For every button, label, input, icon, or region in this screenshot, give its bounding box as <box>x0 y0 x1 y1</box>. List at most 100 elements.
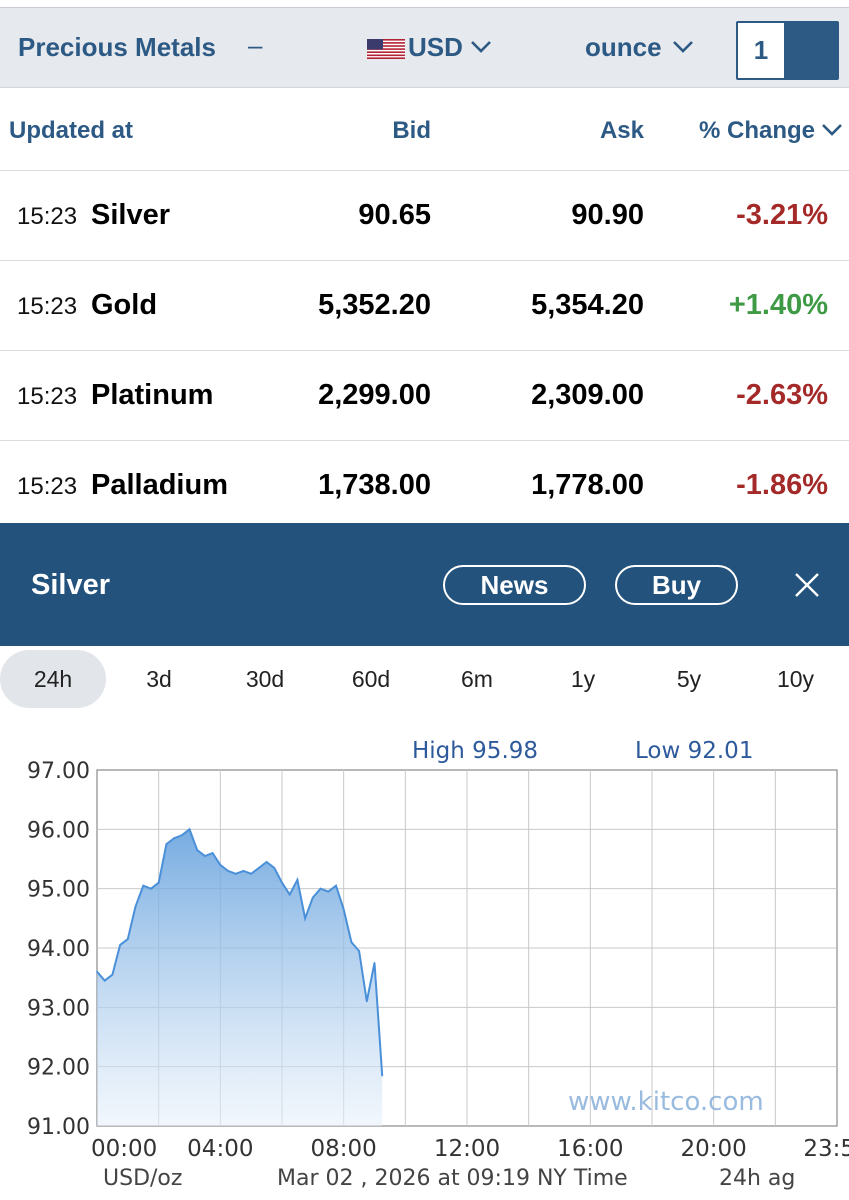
data-point <box>142 884 145 887</box>
metal-name: Silver <box>91 199 170 231</box>
data-point <box>288 893 291 896</box>
data-point <box>273 867 276 869</box>
data-point <box>227 870 229 872</box>
ask-value: 2,309.00 <box>531 379 644 411</box>
data-point <box>319 887 322 890</box>
table-row[interactable]: 15:23 Gold 5,352.20 5,354.20 +1.40% <box>0 261 849 351</box>
data-point <box>304 917 306 920</box>
us-flag-icon <box>367 39 405 59</box>
update-time: 15:23 <box>17 383 78 410</box>
panel-title: Silver <box>31 569 110 601</box>
collapse-dash-icon[interactable]: – <box>248 30 263 60</box>
x-axis-ticks: 00:00 04:00 08:00 12:00 16:00 20:00 23:59 <box>91 1136 849 1162</box>
data-point <box>127 938 129 940</box>
bid-value: 5,352.20 <box>318 289 431 321</box>
data-point <box>373 962 376 964</box>
data-point <box>312 896 314 899</box>
y-tick-label: 93.00 <box>27 996 90 1021</box>
y-tick-label: 95.00 <box>27 878 90 903</box>
data-point <box>335 884 337 887</box>
ask-header[interactable]: Ask <box>599 117 644 144</box>
data-point <box>196 849 199 851</box>
x-tick-label: 12:00 <box>434 1136 500 1162</box>
change-value: -1.86% <box>736 469 828 501</box>
bid-value: 1,738.00 <box>318 469 431 501</box>
data-point <box>103 979 106 982</box>
close-icon[interactable] <box>793 571 821 599</box>
data-point <box>134 905 137 908</box>
y-tick-label: 91.00 <box>27 1115 90 1140</box>
data-point <box>111 973 114 976</box>
data-point <box>157 881 160 884</box>
tab-1y[interactable]: 1y <box>570 666 596 692</box>
data-point <box>358 950 360 952</box>
data-point <box>350 941 353 943</box>
price-line <box>96 827 384 1076</box>
data-point <box>204 855 206 857</box>
data-point <box>234 873 237 875</box>
metal-name: Gold <box>91 289 158 321</box>
detail-panel-header: Silver News Buy <box>0 523 849 646</box>
tab-6m[interactable]: 6m <box>461 666 493 692</box>
ask-value: 1,778.00 <box>531 469 644 501</box>
data-point <box>327 890 330 893</box>
currency-selector[interactable]: USD <box>408 32 463 62</box>
bid-value: 90.65 <box>358 199 431 231</box>
data-point <box>150 887 152 890</box>
table-row[interactable]: 15:23 Silver 90.65 90.90 -3.21% <box>0 171 849 261</box>
x-tick-label: 04:00 <box>187 1136 253 1162</box>
data-point <box>365 1000 368 1003</box>
chart-footer-right: 24h ag <box>719 1166 795 1191</box>
unit-selector[interactable]: ounce <box>585 32 662 62</box>
data-point <box>265 861 268 863</box>
update-time: 15:23 <box>17 293 78 320</box>
x-tick-label: 00:00 <box>91 1136 157 1162</box>
data-point <box>250 873 252 875</box>
tab-10y[interactable]: 10y <box>776 666 815 692</box>
chevron-down-icon[interactable] <box>672 40 694 54</box>
range-tabs: 24h 3d 30d 60d 6m 1y 5y 10y <box>0 646 849 710</box>
chart-low-label: Low 92.01 <box>635 738 753 764</box>
data-point <box>211 852 214 854</box>
table-row[interactable]: 15:23 Platinum 2,299.00 2,309.00 -2.63% <box>0 351 849 441</box>
change-value: -2.63% <box>736 379 828 411</box>
table-row[interactable]: 15:23 Palladium 1,738.00 1,778.00 -1.86% <box>0 441 849 531</box>
chevron-down-icon[interactable] <box>821 123 843 137</box>
news-button[interactable]: News <box>443 565 586 605</box>
tab-30d[interactable]: 30d <box>245 666 285 692</box>
quantity-input[interactable]: 1 <box>736 21 839 80</box>
data-point <box>219 864 222 866</box>
x-tick-label: 16:00 <box>557 1136 623 1162</box>
data-point <box>188 828 191 831</box>
buy-button[interactable]: Buy <box>615 565 738 605</box>
data-point <box>119 944 121 946</box>
chart-watermark: www.kitco.com <box>568 1087 764 1117</box>
tab-60d[interactable]: 60d <box>351 666 391 692</box>
data-point <box>173 837 175 840</box>
category-selector[interactable]: Precious Metals <box>18 32 216 62</box>
x-tick-label: 08:00 <box>311 1136 377 1162</box>
change-value: -3.21% <box>736 199 828 231</box>
ask-value: 5,354.20 <box>531 289 644 321</box>
data-point <box>96 970 98 973</box>
top-bar: Precious Metals – USD ounce 1 <box>0 8 849 88</box>
y-tick-label: 92.00 <box>27 1056 90 1081</box>
tab-24h[interactable]: 24h <box>0 650 106 708</box>
chevron-down-icon[interactable] <box>470 40 492 54</box>
change-header[interactable]: % Change <box>698 117 815 144</box>
quantity-value[interactable]: 1 <box>738 23 784 78</box>
chart-svg: High 95.98 Low 92.01 www.kitco.com 97.00… <box>27 738 849 1191</box>
table-header: Updated at Bid Ask % Change <box>0 89 849 171</box>
y-tick-label: 97.00 <box>27 759 90 784</box>
change-value: +1.40% <box>728 289 828 321</box>
tab-3d[interactable]: 3d <box>146 666 172 692</box>
bid-value: 2,299.00 <box>318 379 431 411</box>
data-point <box>242 870 245 872</box>
updated-at-header[interactable]: Updated at <box>9 117 134 144</box>
bid-header[interactable]: Bid <box>392 117 431 144</box>
x-tick-label: 20:00 <box>681 1136 747 1162</box>
data-point <box>342 908 345 911</box>
tab-5y[interactable]: 5y <box>676 666 702 692</box>
chart-series <box>96 827 384 1126</box>
y-axis-ticks: 97.00 96.00 95.00 94.00 93.00 92.00 91.00 <box>27 759 90 1140</box>
